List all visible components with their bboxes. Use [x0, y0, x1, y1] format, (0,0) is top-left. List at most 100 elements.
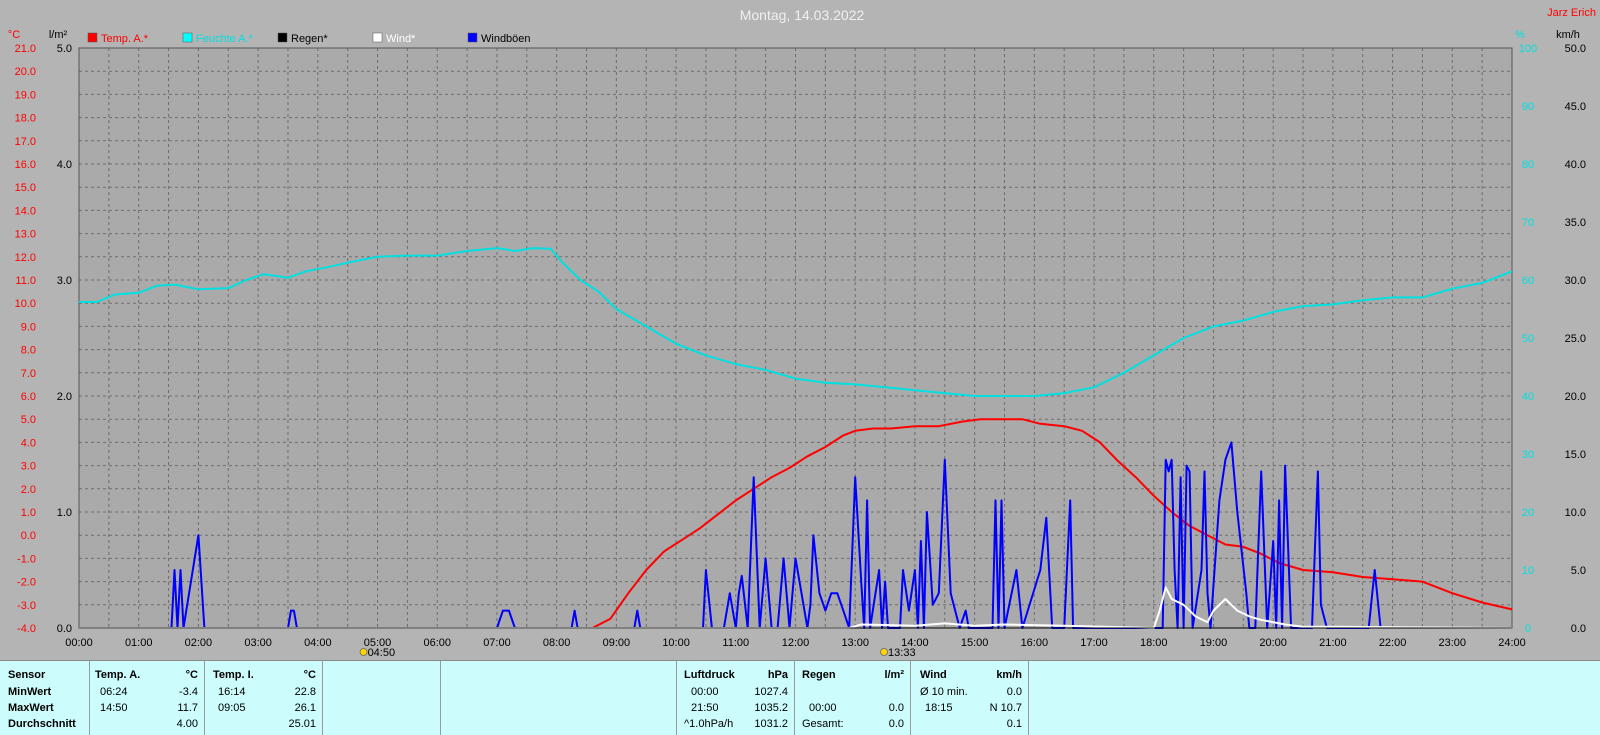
stats-unit: hPa	[767, 669, 788, 681]
tick-label-rain: 5.0	[57, 43, 72, 55]
tick-label-x: 08:00	[543, 637, 571, 649]
unit-celsius: °C	[8, 29, 20, 41]
stats-panel: Sensor MinWert MaxWert Durchschnitt Temp…	[0, 660, 1600, 735]
tick-label-rain: 3.0	[57, 275, 72, 287]
series-feuchte-a	[79, 247, 1513, 397]
tick-label-wind: 45.0	[1565, 101, 1586, 113]
stats-sensor-header: Sensor	[8, 669, 46, 681]
tick-label-temp: 5.0	[21, 414, 36, 426]
legend-item: Regen*	[277, 32, 328, 45]
tick-label-rain: 4.0	[57, 159, 72, 171]
stats-unit: °C	[185, 669, 198, 681]
stats-value: 25.01	[288, 718, 316, 730]
tick-label-x: 06:00	[423, 637, 451, 649]
stats-unit: l/m²	[884, 669, 904, 681]
stats-value: 4.00	[176, 718, 198, 730]
stats-value: 0.0	[888, 718, 904, 730]
tick-label-temp: 16.0	[15, 159, 36, 171]
tick-label-wind: 50.0	[1565, 43, 1586, 55]
legend-swatch	[277, 32, 288, 43]
stats-time: 16:14	[218, 686, 246, 698]
tick-label-temp: 8.0	[21, 345, 36, 357]
stats-value: 11.7	[177, 702, 198, 714]
legend-swatch	[467, 32, 478, 43]
tick-label-humidity: 20	[1522, 507, 1534, 519]
stats-pressure-col: Luftdruck hPa 00:00 1027.4 21:50 1035.2 …	[677, 661, 795, 735]
tick-label-humidity: 60	[1522, 275, 1534, 287]
tick-label-wind: 40.0	[1565, 159, 1586, 171]
legend-label: Windböen	[481, 33, 531, 45]
tick-label-humidity: 70	[1522, 217, 1534, 229]
tick-label-wind: 35.0	[1565, 217, 1586, 229]
tick-label-temp: -2.0	[17, 577, 36, 589]
stats-header: Luftdruck	[684, 669, 735, 681]
stats-time: Ø 10 min.	[920, 686, 968, 698]
stats-empty-col	[441, 661, 677, 735]
stats-value: 1031.2	[754, 718, 788, 730]
stats-value: N 10.7	[989, 702, 1022, 714]
stats-time: 09:05	[218, 702, 246, 714]
tick-label-x: 05:00	[364, 637, 392, 649]
tick-label-humidity: 30	[1522, 449, 1534, 461]
tick-label-x: 14:00	[901, 637, 929, 649]
series-wind	[79, 586, 1513, 629]
weather-chart: 21.0 20.0 19.0 18.0 17.0 16.0 15.0 14.0 13.0 12.0…	[8, 7, 1596, 659]
tick-label-x: 18:00	[1140, 637, 1168, 649]
stats-header: Regen	[802, 669, 836, 681]
legend-item: Feuchte A.*	[182, 32, 254, 45]
stats-value: 22.8	[294, 686, 316, 698]
stats-unit: °C	[303, 669, 316, 681]
tick-label-temp: 7.0	[21, 368, 36, 380]
stats-value: 26.1	[294, 702, 316, 714]
tick-label-x: 09:00	[603, 637, 631, 649]
legend-item: Temp. A.*	[87, 32, 149, 45]
stats-time: Gesamt:	[802, 718, 844, 730]
stats-empty-col	[323, 661, 441, 735]
tick-label-x: 07:00	[483, 637, 511, 649]
legend-label: Temp. A.*	[101, 33, 149, 45]
legend-label: Regen*	[291, 33, 328, 45]
stats-row-label: MaxWert	[8, 702, 54, 714]
tick-label-rain: 1.0	[57, 507, 72, 519]
stats-value: -3.4	[179, 686, 198, 698]
stats-time: 00:00	[691, 686, 719, 698]
sunrise-icon: 04:50	[359, 647, 395, 659]
stats-time: ^1.0hPa/h	[684, 718, 734, 730]
stats-value: 1035.2	[754, 702, 788, 714]
tick-label-temp: 21.0	[15, 43, 36, 55]
tick-label-humidity: 50	[1522, 333, 1534, 345]
tick-label-humidity: 40	[1522, 391, 1534, 403]
tick-label-x: 04:00	[304, 637, 332, 649]
stats-wind-col: Wind km/h Ø 10 min. 0.0 18:15 N 10.7 0.1	[911, 661, 1029, 735]
stats-value: 1027.4	[754, 686, 788, 698]
tick-label-temp: 14.0	[15, 205, 36, 217]
stats-value: 0.0	[888, 702, 904, 714]
tick-label-x: 00:00	[65, 637, 93, 649]
tick-label-temp: 18.0	[15, 113, 36, 125]
tick-label-temp: 0.0	[21, 530, 36, 542]
legend-item: Windböen	[467, 32, 531, 45]
tick-label-x: 22:00	[1379, 637, 1407, 649]
tick-label-temp: 10.0	[15, 298, 36, 310]
sunset-icon: 13:33	[880, 647, 916, 659]
tick-label-x: 20:00	[1259, 637, 1287, 649]
tick-label-wind: 25.0	[1565, 333, 1586, 345]
tick-label-x: 13:00	[841, 637, 869, 649]
tick-label-humidity: 10	[1522, 565, 1534, 577]
legend-label: Feuchte A.*	[196, 33, 254, 45]
stats-rain-col: Regen l/m² 00:00 0.0 Gesamt: 0.0	[795, 661, 911, 735]
tick-label-humidity: 90	[1522, 101, 1534, 113]
tick-label-temp: 1.0	[21, 507, 36, 519]
tick-label-temp: 9.0	[21, 321, 36, 333]
legend-label: Wind*	[386, 33, 416, 45]
tick-label-temp: 17.0	[15, 136, 36, 148]
tick-label-wind: 5.0	[1571, 565, 1586, 577]
stats-unit: km/h	[996, 669, 1022, 681]
marker-time: 13:33	[888, 647, 916, 659]
tick-label-temp: -4.0	[17, 623, 36, 635]
tick-label-humidity: 100	[1519, 43, 1537, 55]
legend-swatch	[87, 32, 98, 43]
sunrise-icon-shape	[359, 648, 368, 656]
tick-label-temp: 15.0	[15, 182, 36, 194]
tick-label-x: 02:00	[185, 637, 213, 649]
